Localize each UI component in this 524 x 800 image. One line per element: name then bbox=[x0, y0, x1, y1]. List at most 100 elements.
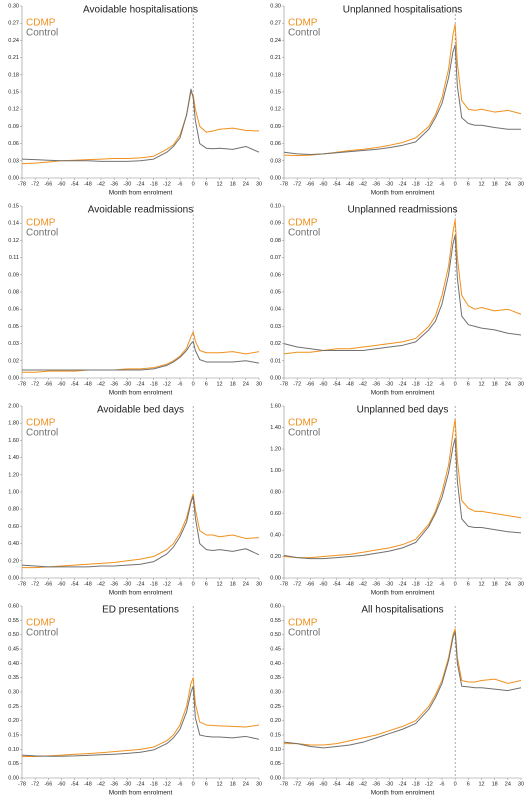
y-tick-label: 0.06 bbox=[8, 307, 19, 313]
x-tick-label: -36 bbox=[372, 781, 380, 787]
x-tick-label: -78 bbox=[280, 181, 288, 187]
y-tick-label: 1.60 bbox=[270, 403, 281, 409]
y-tick-label: 0.30 bbox=[270, 689, 281, 695]
y-tick-label: 0.40 bbox=[8, 661, 19, 667]
x-tick-label: -54 bbox=[71, 381, 79, 387]
x-tick-label: -54 bbox=[71, 781, 79, 787]
x-tick-label: -54 bbox=[333, 781, 341, 787]
x-tick-label: 0 bbox=[454, 781, 457, 787]
series-line bbox=[21, 685, 260, 757]
y-tick-label: 0.01 bbox=[270, 358, 281, 364]
legend-label: Control bbox=[288, 228, 320, 239]
x-tick-label: 6 bbox=[205, 181, 208, 187]
x-tick-label: 12 bbox=[216, 781, 222, 787]
y-tick-label: 0.80 bbox=[270, 489, 281, 495]
x-tick-label: 18 bbox=[492, 181, 498, 187]
y-tick-label: 0.27 bbox=[8, 21, 19, 27]
legend-label: CDMP bbox=[26, 618, 56, 629]
x-tick-label: -6 bbox=[178, 581, 183, 587]
x-tick-label: -24 bbox=[137, 381, 145, 387]
y-tick-label: 0.20 bbox=[270, 554, 281, 560]
x-tick-label: -6 bbox=[178, 181, 183, 187]
x-axis-label: Month from enrolment bbox=[109, 790, 173, 797]
x-tick-label: 30 bbox=[518, 381, 524, 387]
y-tick-label: 1.40 bbox=[8, 455, 19, 461]
y-tick-label: 0.00 bbox=[8, 575, 19, 581]
y-tick-label: 0.00 bbox=[270, 175, 281, 181]
x-tick-label: -78 bbox=[18, 781, 26, 787]
x-tick-label: -18 bbox=[150, 381, 158, 387]
x-tick-label: 0 bbox=[192, 581, 195, 587]
y-tick-label: 0.04 bbox=[270, 307, 281, 313]
y-tick-label: 0.14 bbox=[8, 221, 19, 227]
x-tick-label: -60 bbox=[320, 781, 328, 787]
x-tick-label: -48 bbox=[346, 381, 354, 387]
x-tick-label: -12 bbox=[425, 381, 433, 387]
x-tick-label: -60 bbox=[320, 581, 328, 587]
x-tick-label: 30 bbox=[256, 581, 262, 587]
x-tick-label: -12 bbox=[163, 381, 171, 387]
y-tick-label: 0.55 bbox=[8, 618, 19, 624]
y-tick-label: 0.20 bbox=[8, 558, 19, 564]
y-tick-label: 0.30 bbox=[270, 3, 281, 9]
legend-label: Control bbox=[288, 628, 320, 639]
x-tick-label: 12 bbox=[478, 381, 484, 387]
x-tick-label: -6 bbox=[178, 781, 183, 787]
y-tick-label: 0.80 bbox=[8, 507, 19, 513]
x-tick-label: -30 bbox=[123, 181, 131, 187]
x-tick-label: -24 bbox=[399, 781, 407, 787]
x-tick-label: 18 bbox=[492, 381, 498, 387]
y-tick-label: 1.00 bbox=[8, 489, 19, 495]
x-tick-label: -6 bbox=[440, 381, 445, 387]
x-tick-label: -30 bbox=[123, 581, 131, 587]
x-tick-label: -66 bbox=[44, 181, 52, 187]
x-tick-label: -48 bbox=[84, 581, 92, 587]
series-line bbox=[21, 495, 260, 568]
x-tick-label: 0 bbox=[192, 781, 195, 787]
x-tick-label: -72 bbox=[31, 581, 39, 587]
series-line bbox=[21, 91, 260, 165]
x-tick-label: 30 bbox=[518, 781, 524, 787]
x-tick-label: -12 bbox=[425, 781, 433, 787]
legend-label: CDMP bbox=[26, 218, 56, 229]
y-tick-label: 1.20 bbox=[8, 472, 19, 478]
x-tick-label: 24 bbox=[505, 781, 511, 787]
x-axis-label: Month from enrolment bbox=[371, 590, 435, 597]
x-tick-label: 18 bbox=[492, 781, 498, 787]
x-axis-label: Month from enrolment bbox=[371, 190, 435, 197]
x-tick-label: 24 bbox=[243, 381, 249, 387]
x-tick-label: 18 bbox=[230, 781, 236, 787]
x-axis-label: Month from enrolment bbox=[109, 590, 173, 597]
x-tick-label: -42 bbox=[359, 781, 367, 787]
y-tick-label: 0.40 bbox=[270, 661, 281, 667]
legend-label: Control bbox=[26, 228, 58, 239]
x-axis-label: Month from enrolment bbox=[109, 190, 173, 197]
x-tick-label: -66 bbox=[306, 381, 314, 387]
x-tick-label: -24 bbox=[399, 581, 407, 587]
x-tick-label: -42 bbox=[359, 581, 367, 587]
legend-label: Control bbox=[26, 628, 58, 639]
y-tick-label: 0.06 bbox=[270, 141, 281, 147]
x-tick-label: -60 bbox=[320, 181, 328, 187]
y-tick-label: 0.24 bbox=[8, 38, 19, 44]
x-tick-label: -54 bbox=[71, 581, 79, 587]
y-tick-label: 0.45 bbox=[270, 646, 281, 652]
y-tick-label: 0.09 bbox=[8, 124, 19, 130]
x-tick-label: 30 bbox=[256, 781, 262, 787]
x-tick-label: -78 bbox=[18, 581, 26, 587]
x-tick-label: -72 bbox=[293, 381, 301, 387]
y-tick-label: 0.15 bbox=[270, 89, 281, 95]
y-tick-label: 0.03 bbox=[270, 324, 281, 330]
x-tick-label: -18 bbox=[150, 581, 158, 587]
x-tick-label: -48 bbox=[84, 781, 92, 787]
y-tick-label: 0.06 bbox=[8, 141, 19, 147]
legend-label: CDMP bbox=[288, 418, 318, 429]
x-tick-label: -18 bbox=[412, 581, 420, 587]
x-tick-label: -60 bbox=[58, 781, 66, 787]
x-tick-label: -78 bbox=[280, 781, 288, 787]
y-tick-label: 0.15 bbox=[270, 732, 281, 738]
x-tick-label: 12 bbox=[216, 581, 222, 587]
x-tick-label: -30 bbox=[385, 181, 393, 187]
chart-title: All hospitalisations bbox=[361, 605, 443, 616]
y-tick-label: 0.00 bbox=[270, 775, 281, 781]
